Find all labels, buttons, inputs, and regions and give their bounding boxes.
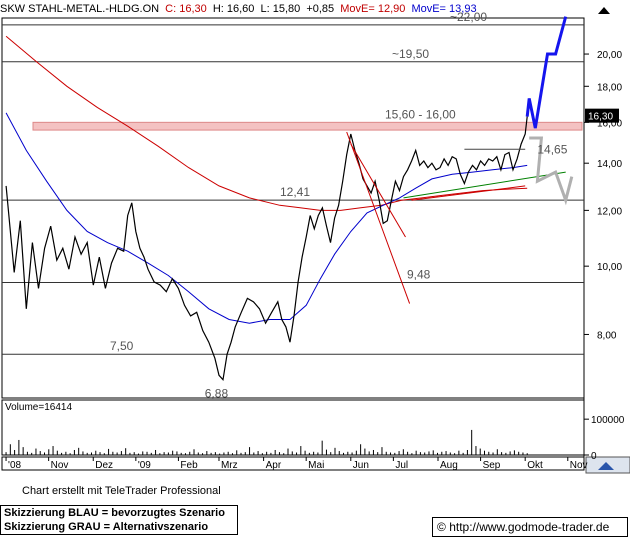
scenario-grey-path	[529, 136, 574, 206]
level-label: ~19,50	[392, 47, 429, 61]
x-tick-label: Mai	[308, 460, 324, 471]
legend-blue: Skizzierung BLAU = bevorzugtes Szenario	[4, 507, 225, 519]
close-label: C:	[165, 3, 177, 15]
change-value: +0,85	[306, 3, 335, 15]
low-value: 15,80	[272, 3, 301, 15]
low-label: L:	[260, 3, 270, 15]
x-tick-label: '09	[138, 460, 151, 471]
ma-fast-label: MovE=	[411, 3, 446, 15]
x-tick-label: Jun	[353, 460, 369, 471]
x-tick-label: Aug	[440, 460, 458, 471]
volume-tick-label: 0	[591, 451, 597, 462]
x-tick-label: Okt	[527, 460, 543, 471]
stock-chart: 15,60 - 16,00 ~22,00 ~19,50 12,41 9,48 7,50 8,…	[1, 7, 630, 474]
ma-fast-value: 13,93	[449, 3, 477, 15]
ma-fast-line	[5, 112, 528, 324]
ma-slow-label: MovE=	[340, 3, 375, 15]
y-tick-label: 12,00	[597, 206, 622, 217]
volume-panel-frame	[1, 399, 585, 456]
level-label: 9,48	[407, 268, 431, 282]
level-label: 7,50	[110, 339, 134, 353]
x-tick-label: Apr	[266, 460, 282, 471]
price-line	[5, 116, 528, 382]
volume-label: Volume=16414	[5, 402, 72, 413]
resistance-zone-label: 15,60 - 16,00	[385, 107, 456, 121]
website-url[interactable]: http://www.godmode-trader.de	[449, 520, 610, 534]
last-price-box	[585, 108, 619, 123]
x-tick-label: Dez	[95, 460, 113, 471]
annotation-label: 14,65	[537, 142, 567, 156]
x-tick-label: Sep	[483, 460, 501, 471]
annotation-label: 6,88	[205, 386, 229, 400]
volume-tick-label: 100000	[591, 415, 625, 426]
scroll-up-icon	[598, 7, 610, 14]
scenario-legend: Skizzierung BLAU = bevorzugtes Szenario …	[0, 505, 238, 535]
ma-slow-value: 12,90	[377, 3, 406, 15]
resistance-zone	[32, 121, 583, 131]
y-tick-label: 16,00	[597, 118, 622, 129]
legend-grey: Skizzierung GRAU = Alternativszenario	[4, 521, 209, 533]
y-tick-label: 10,00	[597, 262, 622, 273]
last-price-label: 16,30	[588, 112, 613, 123]
trend-line	[350, 143, 406, 238]
ma-slow-line	[5, 35, 528, 211]
copyright-icon: ©	[437, 520, 446, 534]
website-link[interactable]: © http://www.godmode-trader.de	[432, 517, 628, 537]
level-label: ~22,00	[450, 10, 487, 24]
x-tick-label: '08	[8, 460, 21, 471]
x-tick-label: Nov	[570, 460, 588, 471]
trend-line	[346, 131, 411, 304]
high-value: 16,60	[226, 3, 255, 15]
symbol-label: SKW STAHL-METAL.-HLDG.ON	[0, 3, 160, 15]
chart-header: SKW STAHL-METAL.-HLDG.ON C: 16,30 H: 16,…	[0, 0, 584, 18]
x-tick-label: Nov	[51, 460, 69, 471]
y-tick-label: 20,00	[597, 50, 622, 61]
x-tick-label: Jul	[395, 460, 408, 471]
level-label: 12,41	[280, 185, 310, 199]
y-tick-label: 14,00	[597, 159, 622, 170]
high-label: H:	[212, 3, 224, 15]
x-tick-label: Feb	[180, 460, 198, 471]
chart-credit: Chart erstellt mit TeleTrader Profession…	[22, 485, 221, 497]
close-value: 16,30	[179, 3, 207, 15]
y-tick-label: 8,00	[597, 330, 617, 341]
x-tick-label: Mrz	[221, 460, 238, 471]
pan-tool-icon	[598, 462, 614, 470]
y-tick-label: 18,00	[597, 82, 622, 93]
scenario-blue-path	[525, 16, 568, 129]
trend-line	[411, 185, 526, 201]
main-panel-frame	[1, 17, 585, 399]
